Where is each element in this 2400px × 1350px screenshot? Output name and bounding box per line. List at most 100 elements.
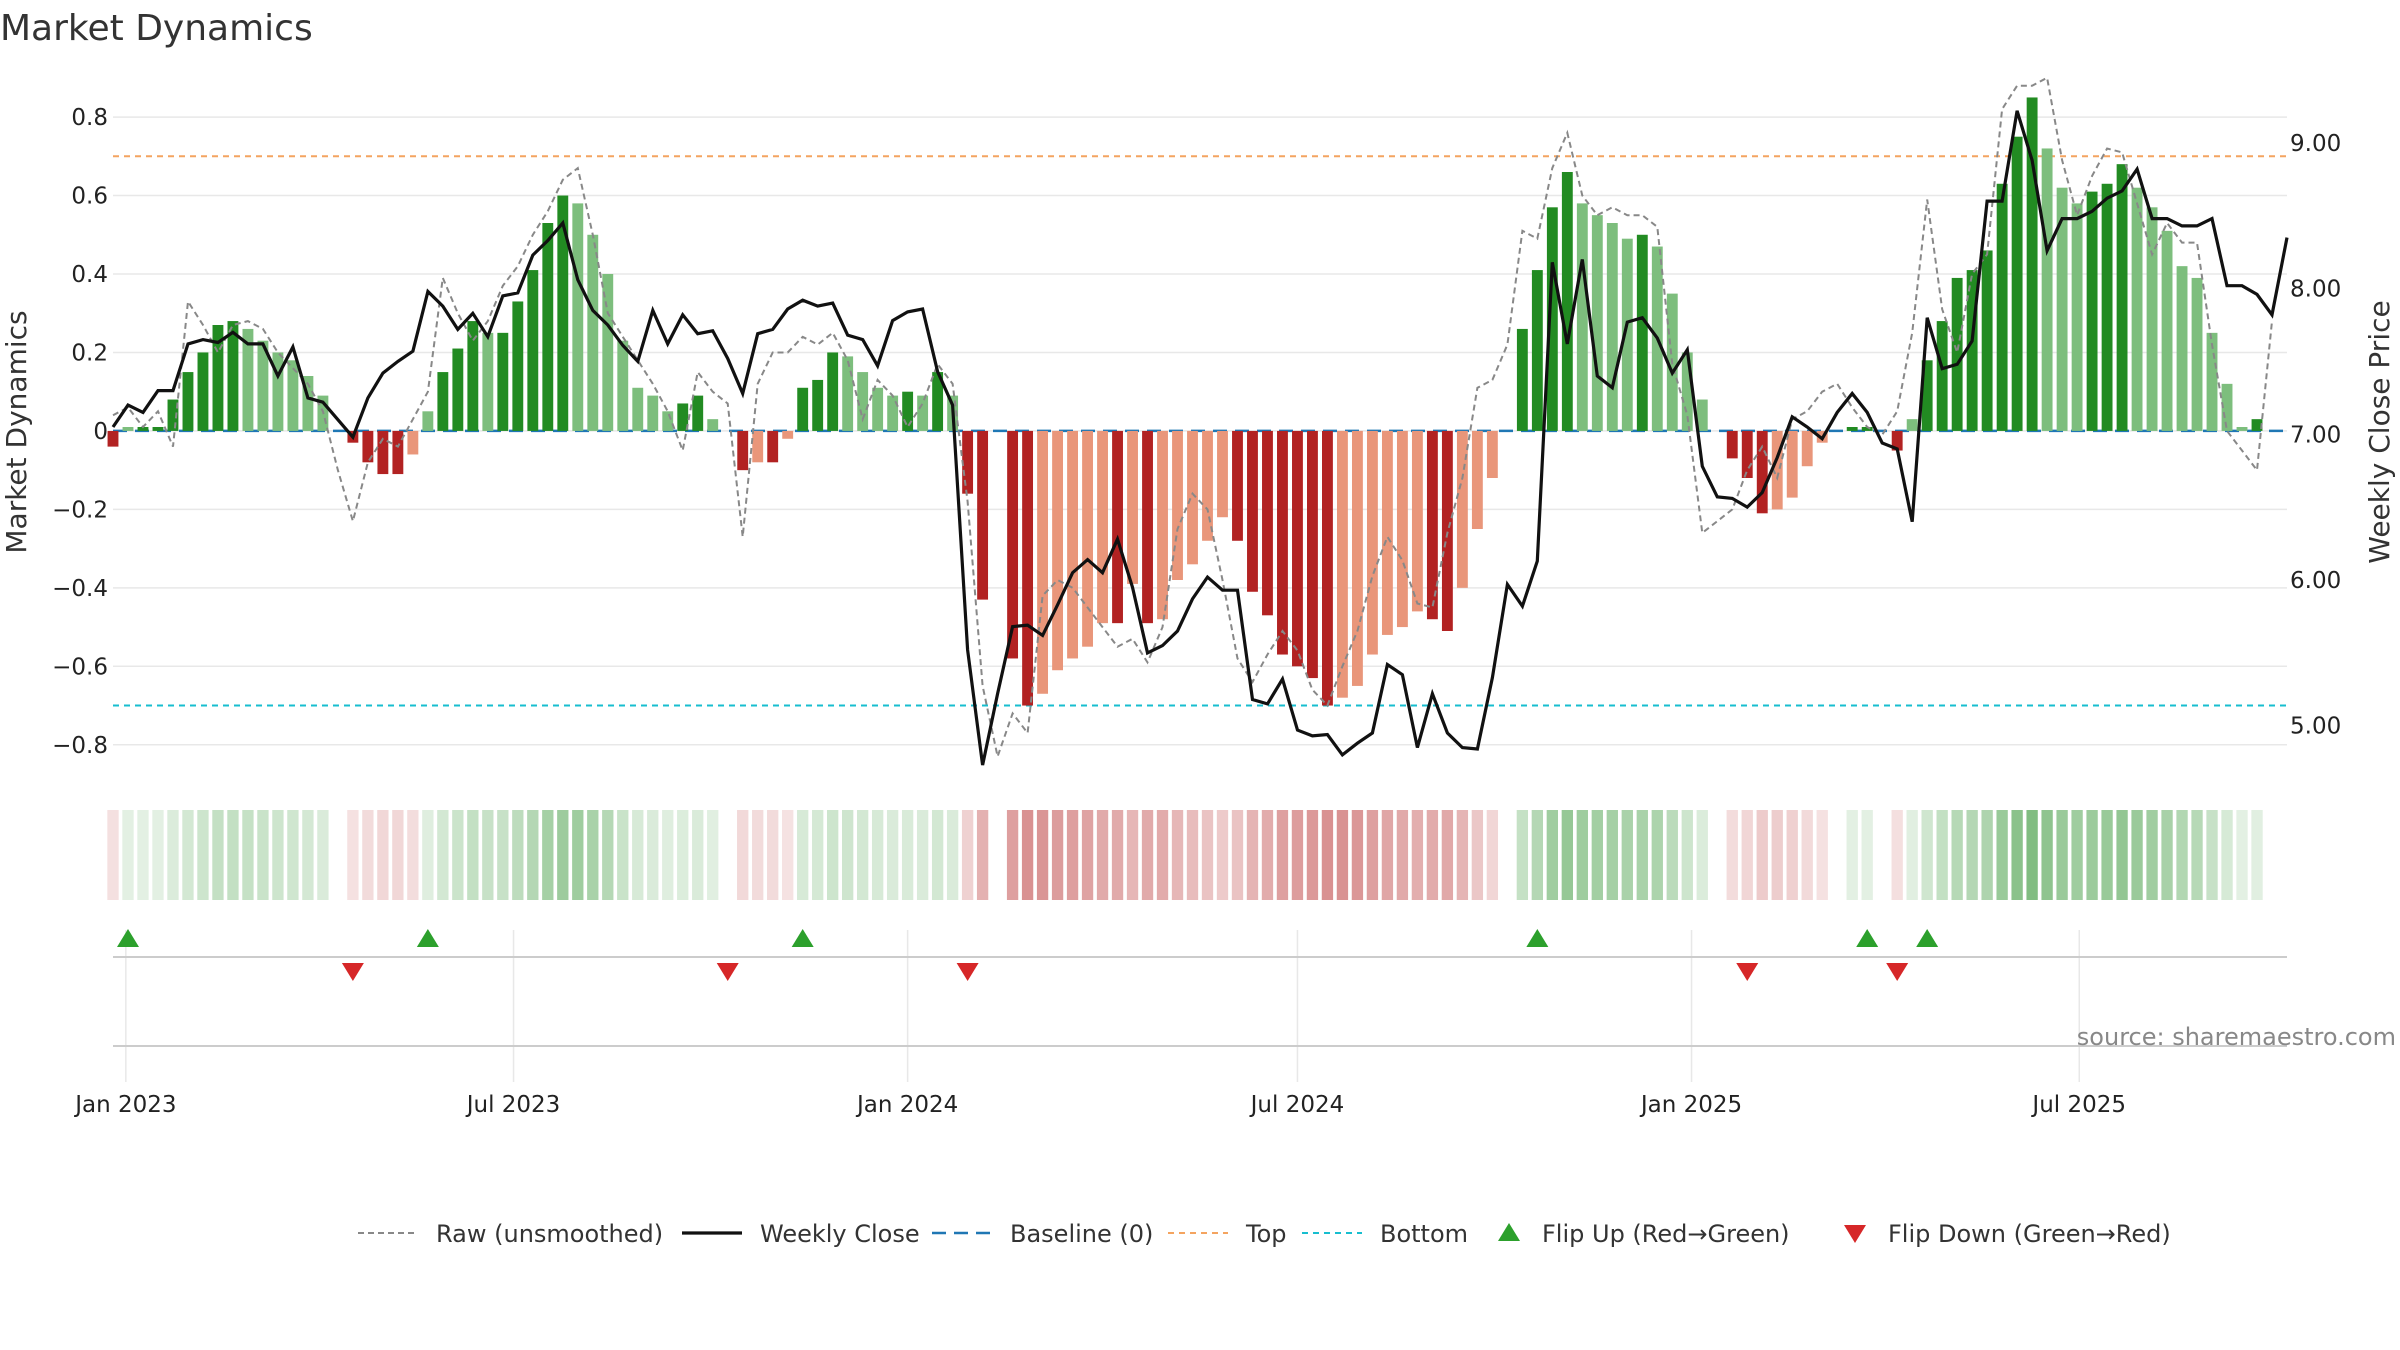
regime-cell (692, 810, 704, 900)
regime-cell (1231, 810, 1244, 900)
regime-cell (1201, 810, 1214, 900)
y-axis-left-title: Market Dynamics (0, 310, 33, 553)
flip-up-marker (116, 929, 139, 947)
flip-up-marker (1526, 929, 1549, 947)
regime-cell (122, 810, 134, 900)
regime-cell (1081, 810, 1094, 900)
regime-cell (1621, 810, 1633, 900)
regime-cell (737, 810, 749, 900)
dynamics-bar (497, 332, 509, 431)
dynamics-bar (1396, 430, 1408, 628)
regime-cell (482, 810, 494, 900)
regime-cell (1591, 810, 1603, 900)
dynamics-bar (362, 430, 374, 463)
regime-cell (347, 810, 359, 900)
regime-cell (2101, 810, 2113, 900)
regime-cell (782, 810, 794, 900)
regime-cell (152, 810, 164, 900)
dynamics-bar (2191, 277, 2203, 431)
flip-up-marker (791, 929, 814, 947)
regime-cell (2071, 810, 2083, 900)
dynamics-bar (1067, 430, 1078, 659)
regime-cell (961, 810, 974, 900)
regime-cell (392, 810, 404, 900)
dynamics-bar (1157, 430, 1168, 620)
regime-cell (497, 810, 509, 900)
dynamics-bar (812, 379, 824, 431)
dynamics-bar (1172, 430, 1183, 580)
dynamics-bar (272, 352, 284, 431)
regime-cell (407, 810, 419, 900)
regime-cell (1456, 810, 1469, 900)
dynamics-bar (1232, 430, 1243, 541)
regime-cell (572, 810, 584, 900)
dynamics-bar (377, 430, 389, 475)
regime-cell (1096, 810, 1109, 900)
legend-flip-up-marker (1498, 1223, 1520, 1241)
regime-cell (1126, 810, 1139, 900)
regime-cell (2251, 810, 2263, 900)
dynamics-bar (677, 403, 689, 431)
regime-cell (512, 810, 524, 900)
dynamics-bar (212, 325, 224, 431)
regime-cell (1561, 810, 1573, 900)
dynamics-bar (167, 399, 179, 431)
dynamics-bar (692, 395, 704, 431)
x-tick: Jul 2024 (1249, 1092, 1345, 1118)
regime-cell (1606, 810, 1618, 900)
dynamics-bar (1381, 430, 1393, 635)
dynamics-bar (2026, 97, 2038, 431)
regime-cell (1576, 810, 1588, 900)
regime-cell (1321, 810, 1334, 900)
dynamics-bar (2101, 183, 2113, 431)
dynamics-bar (107, 430, 119, 447)
y-axis-right-title: Weekly Close Price (2363, 300, 2396, 563)
regime-cell (437, 810, 449, 900)
regime-cell (1291, 810, 1304, 900)
legend-label-flipdown: Flip Down (Green→Red) (1888, 1220, 2171, 1248)
regime-cell (1381, 810, 1394, 900)
regime-cell (377, 810, 389, 900)
regime-cell (1891, 810, 1903, 900)
dynamics-bar (1127, 430, 1138, 584)
dynamics-bar (1846, 427, 1858, 431)
legend-label-raw: Raw (unsmoothed) (436, 1220, 663, 1248)
regime-cell (2146, 810, 2158, 900)
regime-cell (1426, 810, 1439, 900)
regime-cell (317, 810, 329, 900)
y-tick-left: 0.4 (71, 262, 108, 288)
dynamics-bar (857, 372, 869, 431)
dynamics-bar (2251, 419, 2263, 431)
dynamics-bar (2011, 136, 2023, 431)
regime-cell (212, 810, 224, 900)
x-tick: Jan 2023 (73, 1092, 176, 1118)
dynamics-bar (962, 430, 974, 494)
dynamics-bar (932, 372, 944, 431)
dynamics-bar (1217, 430, 1228, 518)
regime-cell (587, 810, 599, 900)
dynamics-bar (782, 430, 794, 439)
y-tick-left: −0.2 (52, 497, 108, 523)
regime-cell (2191, 810, 2203, 900)
regime-cell (467, 810, 479, 900)
dynamics-bar (2176, 266, 2188, 431)
dynamics-bar (977, 430, 989, 600)
regime-cell (2161, 810, 2173, 900)
regime-cell (856, 810, 869, 900)
regime-cell (662, 810, 674, 900)
dynamics-bar (467, 321, 479, 431)
y-tick-left: 0.2 (71, 340, 108, 366)
dynamics-bar (1307, 430, 1318, 679)
regime-cell (827, 810, 839, 900)
regime-cell (1651, 810, 1663, 900)
regime-cell (1966, 810, 1978, 900)
dynamics-bar (1247, 430, 1258, 592)
dynamics-bar (1486, 430, 1498, 478)
y-tick-left: 0 (93, 419, 108, 445)
dynamics-bar (452, 348, 464, 431)
regime-cell (2221, 810, 2233, 900)
regime-cell (1111, 810, 1124, 900)
regime-cell (2236, 810, 2248, 900)
dynamics-bar (1112, 430, 1123, 624)
